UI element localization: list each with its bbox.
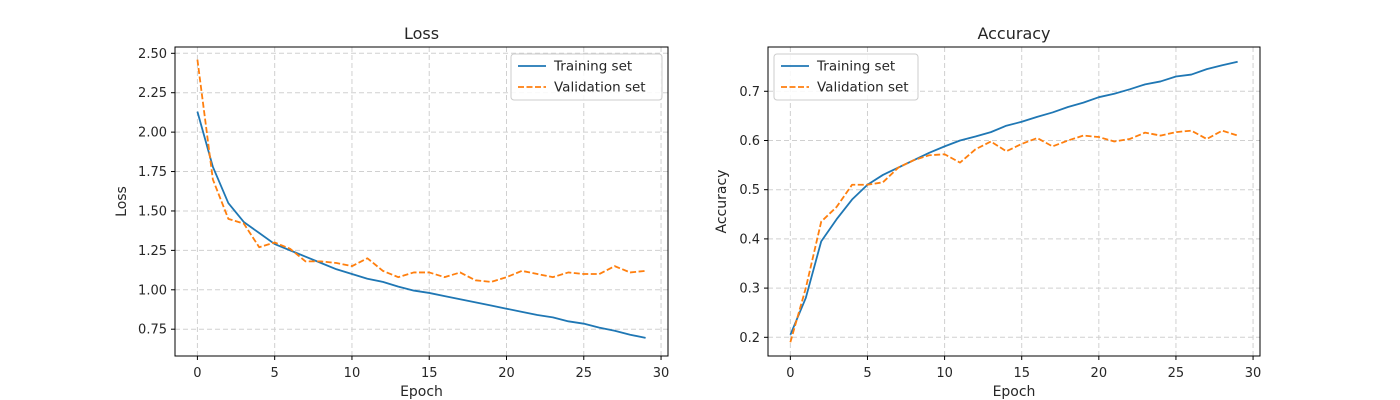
loss-y-tick-label: 1.75 — [138, 165, 167, 180]
accuracy-legend: Training set Validation set — [773, 53, 919, 101]
loss-x-tick-label: 0 — [193, 366, 201, 381]
accuracy-y-axis-label: Accuracy — [714, 170, 730, 234]
accuracy-validation-line — [789, 129, 1238, 343]
accuracy-training-line — [789, 60, 1238, 336]
loss-x-tick-label: 15 — [421, 366, 438, 381]
loss-x-tick-label: 30 — [653, 366, 670, 381]
loss-x-tick-label: 5 — [271, 366, 279, 381]
loss-y-tick-label: 2.25 — [138, 86, 167, 101]
accuracy-x-tick-label: 15 — [1013, 366, 1030, 381]
accuracy-y-tick-label: 0.5 — [739, 183, 760, 198]
accuracy-legend-label-training: Training set — [816, 59, 895, 75]
loss-chart: 0 5 10 15 20 25 30 0.75 1.00 1.25 1.50 1.75 2.00 2.25… — [114, 24, 669, 400]
loss-legend-label-validation: Validation set — [554, 80, 646, 96]
loss-y-tick-label: 2.00 — [138, 126, 167, 141]
accuracy-plot-frame — [767, 46, 1261, 357]
accuracy-title: Accuracy — [977, 24, 1050, 43]
loss-legend: Training set Validation set — [510, 53, 663, 101]
accuracy-x-axis-label: Epoch — [993, 384, 1036, 400]
accuracy-x-tick-label: 10 — [936, 366, 953, 381]
accuracy-y-tick-label: 0.7 — [739, 85, 760, 100]
loss-y-tick-label: 1.50 — [138, 204, 167, 219]
loss-x-tick-label: 10 — [344, 366, 361, 381]
loss-title: Loss — [404, 24, 439, 43]
loss-y-tick-label: 1.25 — [138, 244, 167, 259]
loss-validation-line — [196, 59, 646, 283]
loss-x-tick-label: 25 — [575, 366, 592, 381]
loss-plot-frame — [174, 46, 669, 357]
loss-y-tick-label: 0.75 — [138, 323, 167, 338]
loss-y-tick-label: 1.00 — [138, 283, 167, 298]
loss-x-axis-label: Epoch — [400, 384, 443, 400]
accuracy-x-tick-label: 5 — [863, 366, 871, 381]
accuracy-x-tick-label: 20 — [1091, 366, 1108, 381]
loss-y-axis-label: Loss — [114, 186, 130, 217]
loss-training-line — [196, 111, 646, 339]
loss-legend-box — [510, 53, 663, 101]
accuracy-x-tick-label: 30 — [1245, 366, 1262, 381]
accuracy-chart: 0 5 10 15 20 25 30 0.2 0.3 0.4 0.5 0.6 0.7 Accuracy Ep… — [714, 24, 1261, 400]
accuracy-y-tick-label: 0.3 — [739, 282, 760, 297]
accuracy-x-tick-label: 25 — [1168, 366, 1185, 381]
loss-y-tick-label: 2.50 — [138, 47, 167, 62]
accuracy-legend-label-validation: Validation set — [817, 80, 909, 96]
loss-legend-label-training: Training set — [553, 59, 632, 75]
accuracy-y-tick-label: 0.4 — [739, 232, 760, 247]
accuracy-y-tick-label: 0.6 — [739, 134, 760, 149]
accuracy-x-tick-label: 0 — [786, 366, 794, 381]
loss-x-tick-label: 20 — [498, 366, 515, 381]
accuracy-y-tick-label: 0.2 — [739, 331, 760, 346]
accuracy-legend-box — [773, 53, 919, 101]
